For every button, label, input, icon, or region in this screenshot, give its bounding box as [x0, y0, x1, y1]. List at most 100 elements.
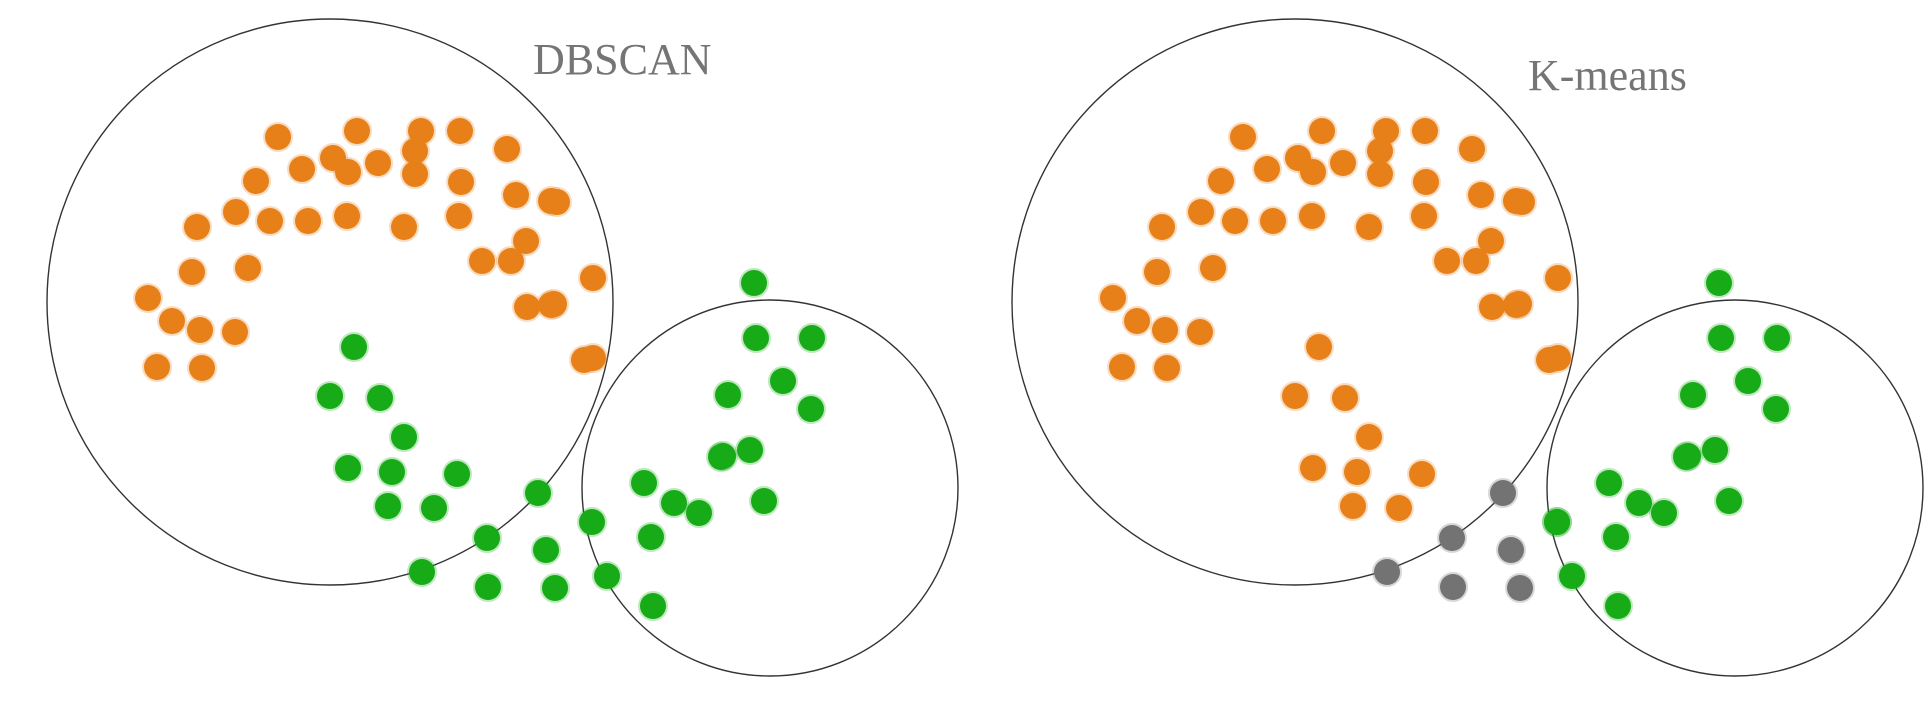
data-point: [220, 317, 250, 347]
panel-title: DBSCAN: [533, 35, 712, 84]
data-point: [1280, 381, 1310, 411]
small-neighborhood-circle: [581, 299, 959, 677]
data-point: [419, 493, 449, 523]
data-point: [1372, 557, 1402, 587]
data-point: [1603, 591, 1633, 621]
data-point: [293, 206, 323, 236]
data-point: [407, 557, 437, 587]
data-point: [629, 468, 659, 498]
data-point: [540, 573, 570, 603]
data-point: [1477, 292, 1507, 322]
data-point: [185, 315, 215, 345]
data-point: [578, 263, 608, 293]
data-point: [400, 136, 430, 166]
data-point: [1228, 122, 1258, 152]
data-point: [472, 523, 502, 553]
dbscan-panel: DBSCAN: [46, 18, 959, 677]
data-point: [542, 187, 572, 217]
data-point: [444, 201, 474, 231]
data-point: [1432, 246, 1462, 276]
data-point: [1704, 268, 1734, 298]
data-point: [133, 283, 163, 313]
data-point: [1252, 154, 1282, 184]
data-point: [1365, 136, 1395, 166]
data-point: [1542, 507, 1572, 537]
data-point: [363, 148, 393, 178]
data-point: [1466, 180, 1496, 210]
data-point: [1185, 317, 1215, 347]
data-point: [342, 116, 372, 146]
data-point: [1384, 493, 1414, 523]
data-point: [1098, 283, 1128, 313]
data-point: [501, 180, 531, 210]
small-neighborhood-circle: [1546, 299, 1924, 677]
data-point: [577, 507, 607, 537]
data-point: [1150, 315, 1180, 345]
data-point: [1706, 323, 1736, 353]
data-point: [1298, 157, 1328, 187]
data-point: [1671, 442, 1701, 472]
data-point: [365, 383, 395, 413]
data-point: [536, 290, 566, 320]
data-point: [768, 366, 798, 396]
data-point: [1407, 459, 1437, 489]
data-point: [1147, 212, 1177, 242]
data-point: [467, 246, 497, 276]
data-point: [177, 257, 207, 287]
data-point: [1543, 343, 1573, 373]
data-point: [187, 353, 217, 383]
data-point: [1328, 148, 1358, 178]
data-point: [373, 491, 403, 521]
data-point: [741, 323, 771, 353]
data-point: [1700, 435, 1730, 465]
data-point: [1411, 167, 1441, 197]
big-neighborhood-circle: [1011, 18, 1579, 586]
data-point: [1649, 498, 1679, 528]
data-point: [332, 201, 362, 231]
data-point: [735, 435, 765, 465]
data-point: [263, 122, 293, 152]
data-point: [749, 486, 779, 516]
data-point: [1122, 306, 1152, 336]
data-point: [1476, 226, 1506, 256]
data-point: [157, 306, 187, 336]
data-point: [446, 167, 476, 197]
data-point: [333, 453, 363, 483]
data-point: [1488, 478, 1518, 508]
data-point: [473, 572, 503, 602]
data-point: [389, 212, 419, 242]
data-point: [1733, 366, 1763, 396]
data-point: [531, 535, 561, 565]
data-point: [636, 522, 666, 552]
data-point: [1220, 206, 1250, 236]
data-point: [1437, 523, 1467, 553]
data-point: [1438, 572, 1468, 602]
data-point: [684, 498, 714, 528]
panel-title: K-means: [1528, 51, 1687, 100]
data-point: [315, 381, 345, 411]
data-point: [1496, 535, 1526, 565]
data-point: [1678, 380, 1708, 410]
data-point: [1298, 453, 1328, 483]
data-point: [333, 157, 363, 187]
data-point: [221, 197, 251, 227]
data-point: [659, 488, 689, 518]
data-point: [445, 116, 475, 146]
data-point: [1354, 422, 1384, 452]
data-point: [523, 478, 553, 508]
data-point: [1142, 257, 1172, 287]
data-point: [1307, 116, 1337, 146]
data-point: [512, 292, 542, 322]
data-point: [1594, 468, 1624, 498]
data-point: [377, 457, 407, 487]
data-point: [233, 253, 263, 283]
data-point: [1186, 197, 1216, 227]
data-point: [339, 332, 369, 362]
data-point: [1297, 201, 1327, 231]
data-point: [1557, 561, 1587, 591]
data-point: [1761, 394, 1791, 424]
data-point: [1505, 573, 1535, 603]
data-point: [496, 246, 526, 276]
